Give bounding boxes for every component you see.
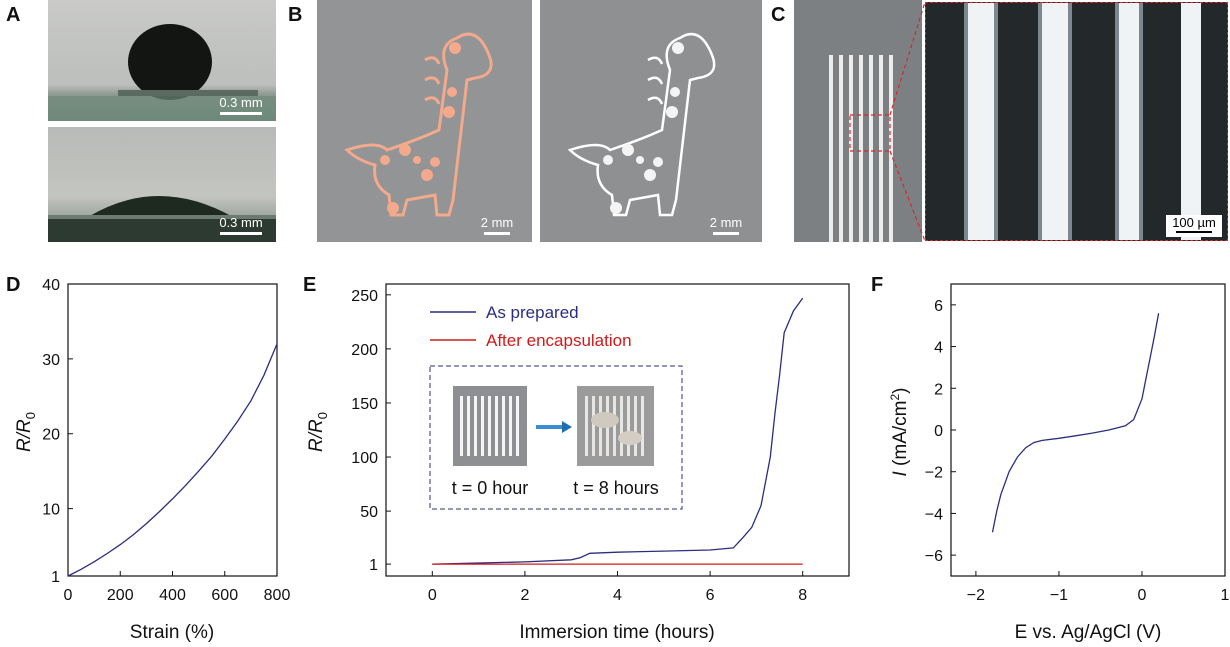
inset-electrodes-before [460, 396, 519, 456]
series-line [991, 313, 1160, 533]
x-axis-title-d: Strain (%) [130, 622, 214, 643]
scale-bar-b-right: 2 mm [706, 215, 746, 235]
y-tick-label: 100 [351, 450, 378, 467]
y-tick-label: 1 [51, 569, 60, 586]
x-tick-label: 800 [264, 587, 291, 604]
x-tick-label: 1 [1221, 587, 1230, 604]
x-tick-label: 0 [428, 587, 437, 604]
giraffe-photo-colored: 2 mm [317, 0, 532, 242]
scale-bar-c: 100 µm [1166, 215, 1222, 237]
scale-bar-b-left: 2 mm [477, 215, 517, 235]
y-tick-label: 10 [42, 502, 60, 519]
y-axis-title-main: I [890, 471, 911, 477]
x-tick-label: −2 [967, 587, 985, 604]
giraffe-drawing-silver [567, 32, 716, 217]
giraffe-photo-silver: 2 mm [540, 0, 762, 242]
electrode-lines-drawing [829, 55, 893, 242]
series-line-as-prepared [432, 297, 804, 565]
giraffe-drawing-colored [344, 32, 493, 217]
x-tick-label: 0 [1138, 587, 1147, 604]
x-tick-label: 8 [798, 587, 807, 604]
y-tick-label: −2 [925, 465, 943, 482]
panel-label-c: C [771, 4, 786, 26]
y-tick-label: 4 [934, 340, 943, 357]
y-axis-title-rest: (mA/cm [890, 401, 911, 472]
y-tick-label: 40 [42, 277, 60, 294]
panel-label-e: E [303, 274, 317, 296]
panel-label-a: A [6, 4, 21, 26]
panel-label-d: D [6, 274, 21, 296]
legend-label-as-prepared: As prepared [486, 303, 579, 322]
y-tick-label: 6 [934, 298, 943, 315]
series-line [67, 343, 278, 577]
scale-text: 2 mm [709, 215, 743, 230]
inset-label-before: t = 0 hour [452, 478, 529, 498]
y-axis-title-main: R/R [306, 419, 327, 452]
scale-bar-a-bottom: 0.3 mm [216, 215, 266, 235]
plot-frame-f [950, 283, 1226, 577]
electrode-zoom-photo: 100 µm [925, 2, 1228, 241]
x-tick-label: 600 [211, 587, 238, 604]
y-axis-title-sub: 0 [23, 412, 38, 419]
y-axis-title-sub: 0 [315, 412, 330, 419]
x-tick-label: 0 [64, 587, 73, 604]
y-tick-label: 1 [369, 557, 378, 574]
y-tick-label: 250 [351, 288, 378, 305]
y-tick-label: 50 [360, 504, 378, 521]
x-tick-label: 200 [107, 587, 134, 604]
x-tick-label: 6 [706, 587, 715, 604]
y-tick-label: 2 [934, 381, 943, 398]
scale-text: 0.3 mm [219, 215, 263, 230]
inset-electrodes-after [585, 396, 644, 456]
scale-text: 2 mm [480, 215, 514, 230]
y-axis-title-d: R/R0 [14, 412, 38, 452]
electrode-zoom-drawing [964, 3, 1201, 240]
droplet-bottom-drawing [48, 196, 276, 242]
y-axis-title-sup: 2 [888, 394, 902, 401]
panel-label-b: B [288, 4, 303, 26]
y-tick-label: 30 [42, 352, 60, 369]
y-tick-label: −6 [925, 548, 943, 565]
x-axis-title-e: Immersion time (hours) [519, 622, 714, 643]
x-axis-title-f: E vs. Ag/AgCl (V) [1015, 622, 1162, 643]
y-tick-label: 20 [42, 427, 60, 444]
scale-bar-a-top: 0.3 mm [216, 95, 266, 115]
inset-arrow-head [562, 421, 572, 433]
y-tick-label: 200 [351, 342, 378, 359]
droplet-photo-top: 0.3 mm [48, 0, 276, 121]
y-axis-title-f: I (mA/cm2) [888, 387, 911, 476]
y-tick-label: −4 [925, 506, 943, 523]
x-tick-label: 2 [520, 587, 529, 604]
x-tick-label: 400 [159, 587, 186, 604]
panel-label-f: F [871, 274, 884, 296]
legend-label-after-encapsulation: After encapsulation [486, 331, 632, 350]
scale-text: 0.3 mm [219, 95, 263, 110]
x-tick-label: 4 [613, 587, 622, 604]
y-axis-title-main: R/R [14, 419, 35, 452]
droplet-photo-bottom: 0.3 mm [48, 127, 276, 242]
droplet-top-drawing [48, 24, 276, 121]
y-tick-label: 0 [934, 423, 943, 440]
x-tick-label: −1 [1050, 587, 1068, 604]
y-axis-title-e: R/R0 [306, 412, 330, 452]
inset-label-after: t = 8 hours [573, 478, 659, 498]
scale-text: 100 µm [1172, 215, 1216, 230]
y-tick-label: 150 [351, 396, 378, 413]
